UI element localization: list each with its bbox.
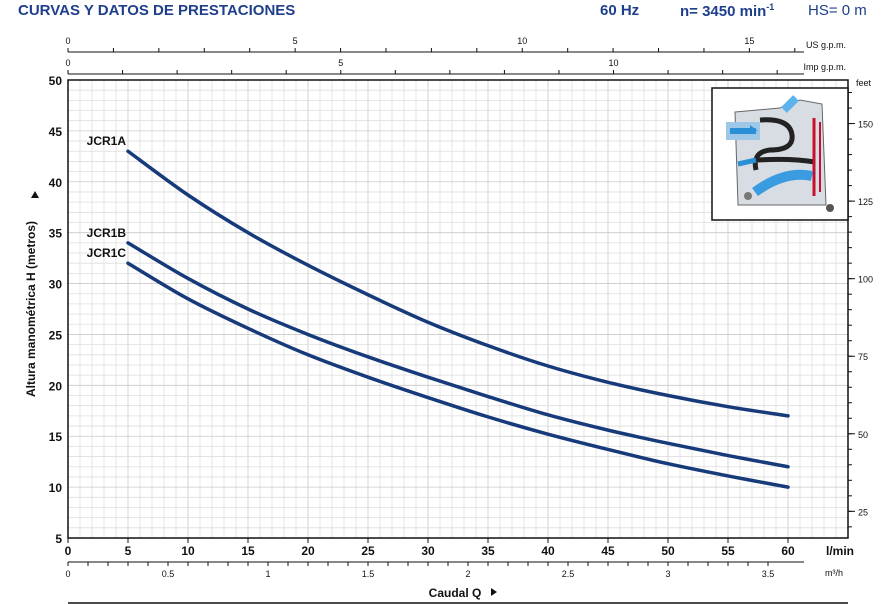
y-tick-label: 15: [49, 430, 63, 444]
top-axis-tick-label: 15: [744, 36, 754, 46]
x-unit-label: l/min: [826, 544, 854, 558]
y-axis-arrow: [31, 191, 39, 198]
x-tick-label: 10: [181, 544, 195, 558]
y-tick-label: 40: [49, 176, 63, 190]
m3h-tick-label: 2.5: [562, 569, 575, 579]
y-tick-label: 25: [49, 328, 63, 342]
y-tick-label: 20: [49, 379, 63, 393]
top-axis-tick-label: 0: [65, 58, 70, 68]
m3h-unit-label: m³/h: [825, 568, 843, 578]
feet-tick-label: 100: [858, 275, 873, 285]
y-tick-label: 5: [55, 532, 62, 546]
x-tick-label: 0: [65, 544, 72, 558]
top-axis-tick-label: 10: [609, 58, 619, 68]
curve-label-jcr1c: JCR1C: [87, 246, 127, 260]
feet-tick-label: 125: [858, 197, 873, 207]
top-axis-tick-label: 10: [517, 36, 527, 46]
top-axis-tick-label: 5: [338, 58, 343, 68]
speed-label: n= 3450 min-1: [680, 2, 775, 20]
m3h-tick-label: 0: [65, 569, 70, 579]
m3h-tick-label: 3.5: [762, 569, 775, 579]
x-tick-label: 60: [781, 544, 795, 558]
page-title: CURVAS Y DATOS DE PRESTACIONES: [18, 2, 296, 19]
m3h-tick-label: 1.5: [362, 569, 375, 579]
feet-tick-label: 25: [858, 507, 868, 517]
curve-jcr1c: [126, 261, 790, 489]
y-tick-label: 30: [49, 278, 63, 292]
curve-jcr1a: [126, 149, 790, 418]
m3h-tick-label: 3: [665, 569, 670, 579]
y-tick-label: 10: [49, 481, 63, 495]
top-axis-unit-label: US g.p.m.: [806, 40, 846, 50]
y-tick-label: 50: [49, 74, 63, 88]
x-tick-label: 25: [361, 544, 375, 558]
y-tick-label: 45: [49, 125, 63, 139]
x-tick-label: 5: [125, 544, 132, 558]
x-tick-label: 55: [721, 544, 735, 558]
x-axis-title: Caudal Q: [429, 586, 482, 600]
feet-tick-label: 50: [858, 430, 868, 440]
chart-curves: [126, 149, 790, 489]
chart-grid: [67, 79, 849, 539]
y-tick-label: 35: [49, 227, 63, 241]
x-tick-label: 45: [601, 544, 615, 558]
top-axis-tick-label: 0: [65, 36, 70, 46]
plot-frame: [67, 79, 849, 539]
m3h-tick-label: 1: [265, 569, 270, 579]
y-axis-title: Altura manométrica H (metros): [24, 221, 38, 397]
frequency-label: 60 Hz: [600, 2, 640, 19]
m3h-tick-label: 2: [465, 569, 470, 579]
feet-unit-label: feet: [856, 78, 872, 88]
x-tick-label: 50: [661, 544, 675, 558]
top-axis-tick-label: 5: [293, 36, 298, 46]
curve-label-jcr1b: JCR1B: [87, 226, 127, 240]
x-tick-label: 30: [421, 544, 435, 558]
x-tick-label: 20: [301, 544, 315, 558]
m3h-tick-label: 0.5: [162, 569, 175, 579]
curve-label-jcr1a: JCR1A: [87, 134, 127, 148]
suction-height-label: HS= 0 m: [808, 2, 867, 19]
feet-tick-label: 150: [858, 120, 873, 130]
x-tick-label: 40: [541, 544, 555, 558]
pump-diagram: [711, 87, 849, 221]
chart-axes: [67, 48, 855, 604]
top-axis-unit-label: Imp g.p.m.: [803, 62, 846, 72]
x-tick-label: 15: [241, 544, 255, 558]
curve-jcr1b: [126, 241, 790, 469]
feet-tick-label: 75: [858, 352, 868, 362]
x-tick-label: 35: [481, 544, 495, 558]
x-axis-arrow: [491, 588, 497, 596]
